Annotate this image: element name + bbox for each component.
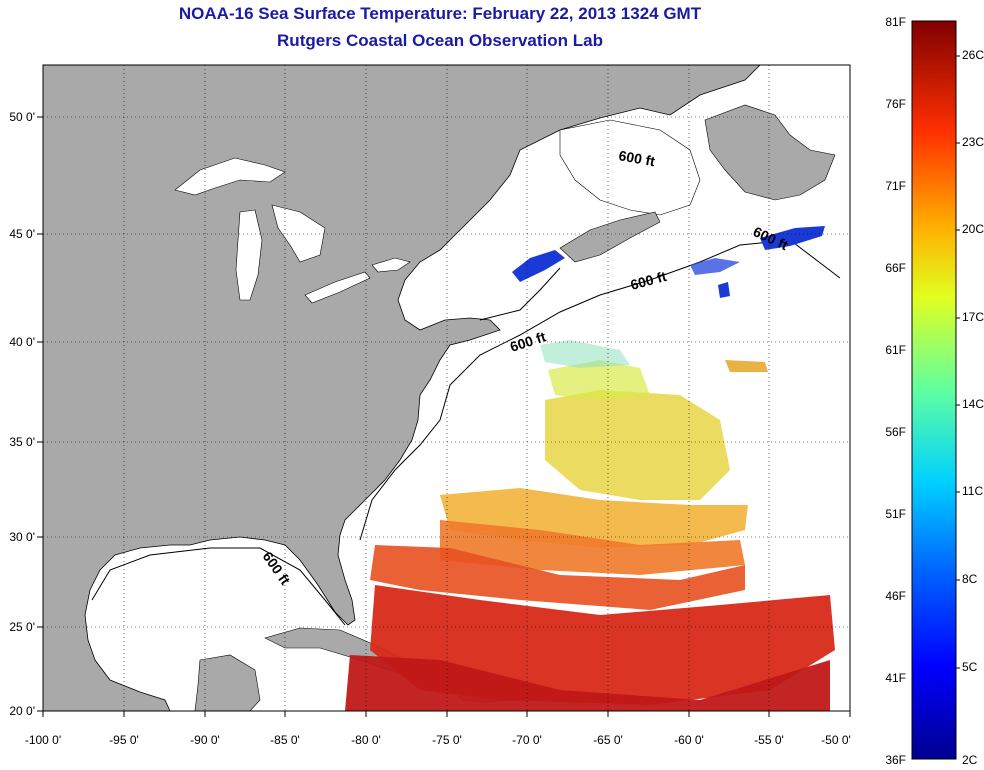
lon-tick-label: -80 0': [351, 733, 381, 747]
600ft-contour: [91, 239, 841, 626]
lat-tick-label: 20 0': [9, 704, 35, 718]
lon-tick-label: -55 0': [754, 733, 784, 747]
lake-huron: [271, 204, 326, 263]
graticule: [43, 65, 850, 711]
lake-michigan: [235, 209, 263, 301]
map-title: NOAA-16 Sea Surface Temperature: Februar…: [178, 4, 702, 23]
colorbar-c-label: 2C: [962, 753, 978, 767]
lon-tick-label: -65 0': [593, 733, 623, 747]
lat-tick-label: 25 0': [9, 620, 35, 634]
lon-tick-label: -85 0': [270, 733, 300, 747]
colorbar-f-label: 71F: [885, 179, 906, 193]
lat-tick-label: 35 0': [9, 435, 35, 449]
colorbar-f-label: 46F: [885, 589, 906, 603]
colorbar: [911, 20, 957, 760]
contour-label: 600 ft: [617, 147, 656, 169]
newfoundland: [704, 104, 836, 201]
lon-tick-marks: [42, 711, 851, 717]
colorbar-c-label: 17C: [962, 310, 984, 324]
lake-ontario: [371, 257, 411, 273]
lake-superior: [174, 157, 286, 196]
lon-tick-label: -90 0': [190, 733, 220, 747]
colorbar-f-label: 76F: [885, 97, 906, 111]
lat-tick-label: 45 0': [9, 227, 35, 241]
lat-tick-marks: [37, 116, 43, 712]
lake-erie: [304, 271, 371, 304]
north-america-land: [43, 65, 761, 711]
colorbar-c-label: 5C: [962, 660, 978, 674]
colorbar-f-label: 61F: [885, 343, 906, 357]
colorbar-c-label: 23C: [962, 135, 984, 149]
lat-tick-label: 30 0': [9, 530, 35, 544]
lon-tick-label: -75 0': [432, 733, 462, 747]
sst-swath: [345, 226, 835, 711]
colorbar-f-label: 81F: [885, 15, 906, 29]
lat-tick-label: 40 0': [9, 335, 35, 349]
gulf-st-lawrence: [559, 119, 701, 216]
colorbar-f-label: 36F: [885, 753, 906, 767]
nova-scotia: [559, 211, 661, 263]
colorbar-f-label: 41F: [885, 671, 906, 685]
lon-tick-label: -50 0': [821, 733, 851, 747]
colorbar-c-label: 26C: [962, 48, 984, 62]
colorbar-f-label: 51F: [885, 507, 906, 521]
lon-tick-label: -70 0': [512, 733, 542, 747]
lat-tick-label: 50 0': [9, 110, 35, 124]
colorbar-c-label: 14C: [962, 397, 984, 411]
lon-tick-label: -100 0': [25, 733, 61, 747]
colorbar-c-ticks: [956, 55, 960, 669]
colorbar-c-label: 20C: [962, 222, 984, 236]
colorbar-c-label: 8C: [962, 572, 978, 586]
colorbar-f-label: 66F: [885, 261, 906, 275]
lon-tick-label: -60 0': [674, 733, 704, 747]
lon-tick-label: -95 0': [109, 733, 139, 747]
yucatan: [194, 654, 261, 711]
colorbar-f-label: 56F: [885, 425, 906, 439]
map-subtitle: Rutgers Coastal Ocean Observation Lab: [277, 31, 603, 50]
colorbar-c-label: 11C: [962, 484, 983, 498]
